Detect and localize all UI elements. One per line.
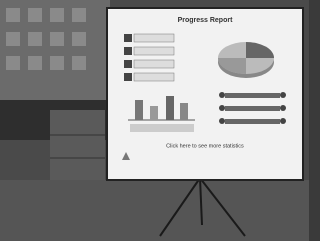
board-title: Progress Report [178, 17, 234, 24]
footer-link[interactable]: Click here to see more statistics [166, 143, 244, 149]
floor [0, 180, 309, 241]
sliders[interactable] [219, 92, 286, 124]
desk-drawers [50, 110, 105, 180]
pie-chart [218, 42, 274, 78]
game-scene: Progress Report Click here to see more s… [0, 0, 309, 241]
